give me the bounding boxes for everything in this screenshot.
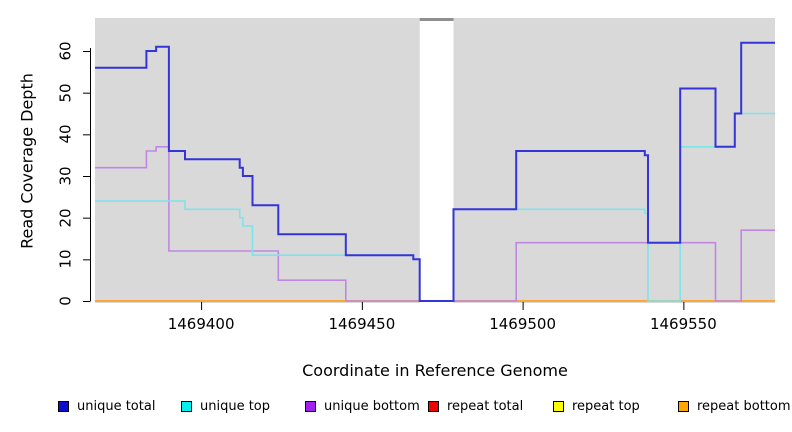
y-axis-title: Read Coverage Depth: [17, 73, 37, 249]
legend-swatch-repeat-bottom: [678, 401, 689, 412]
legend-item-repeat-total: repeat total: [428, 399, 523, 414]
series-line-unique-bottom: [95, 146, 775, 302]
legend-swatch-repeat-total: [428, 401, 439, 412]
legend-item-unique-total: unique total: [58, 399, 155, 414]
legend-label-repeat-total: repeat total: [447, 399, 524, 414]
legend-swatch-unique-total: [58, 401, 69, 412]
no-data-gap: [419, 21, 454, 303]
y-tick-label: 30: [56, 166, 75, 186]
y-tick-label: 0: [56, 296, 75, 306]
legend-item-repeat-top: repeat top: [553, 399, 640, 414]
y-tick-label: 40: [56, 124, 75, 144]
x-axis-title: Coordinate in Reference Genome: [302, 361, 568, 380]
x-tick-label: 1469400: [167, 315, 235, 333]
legend-label-unique-top: unique top: [200, 399, 271, 414]
legend-item-repeat-bottom: repeat bottom: [678, 399, 791, 414]
legend-swatch-unique-bottom: [305, 401, 316, 412]
legend-swatch-repeat-top: [553, 401, 564, 412]
y-tick-label: 10: [56, 249, 75, 269]
legend-item-unique-top: unique top: [181, 399, 270, 414]
legend-item-unique-bottom: unique bottom: [305, 399, 420, 414]
x-tick-label: 1469500: [489, 315, 557, 333]
legend-label-unique-total: unique total: [77, 399, 156, 414]
y-tick-label: 20: [56, 208, 75, 228]
legend-label-repeat-top: repeat top: [572, 399, 640, 414]
x-tick-label: 1469550: [649, 315, 717, 333]
x-tick-label: 1469450: [328, 315, 396, 333]
series-line-unique-total: [95, 41, 775, 302]
no-data-gap-top-border: [419, 18, 454, 21]
legend-label-unique-bottom: unique bottom: [324, 399, 420, 414]
legend-label-repeat-bottom: repeat bottom: [697, 399, 791, 414]
legend-swatch-unique-top: [181, 401, 192, 412]
y-tick-label: 50: [56, 83, 75, 103]
y-tick-label: 60: [56, 41, 75, 61]
